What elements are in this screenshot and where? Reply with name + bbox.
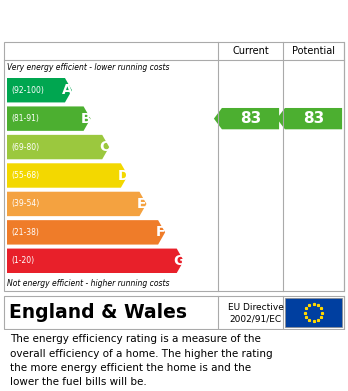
Text: Not energy efficient - higher running costs: Not energy efficient - higher running co… <box>7 278 169 287</box>
Text: The energy efficiency rating is a measure of the
overall efficiency of a home. T: The energy efficiency rating is a measur… <box>10 334 273 387</box>
Text: F: F <box>156 225 165 239</box>
Text: (81-91): (81-91) <box>11 114 39 123</box>
Polygon shape <box>7 192 147 216</box>
Polygon shape <box>7 78 72 102</box>
Polygon shape <box>7 249 184 273</box>
Polygon shape <box>7 220 165 245</box>
Polygon shape <box>7 163 128 188</box>
Polygon shape <box>214 108 279 129</box>
Text: A: A <box>62 83 73 97</box>
Bar <box>285 298 342 327</box>
Text: 83: 83 <box>240 111 261 126</box>
Text: 2002/91/EC: 2002/91/EC <box>229 315 282 324</box>
Text: (39-54): (39-54) <box>11 199 39 208</box>
Text: B: B <box>81 112 92 126</box>
Text: (1-20): (1-20) <box>11 256 34 265</box>
Text: England & Wales: England & Wales <box>9 303 187 322</box>
Text: Current: Current <box>232 46 269 56</box>
Text: EU Directive: EU Directive <box>228 303 283 312</box>
Text: Very energy efficient - lower running costs: Very energy efficient - lower running co… <box>7 63 169 72</box>
Text: D: D <box>118 169 129 183</box>
Text: (21-38): (21-38) <box>11 228 39 237</box>
Text: 83: 83 <box>303 111 324 126</box>
Text: (55-68): (55-68) <box>11 171 39 180</box>
Text: Energy Efficiency Rating: Energy Efficiency Rating <box>10 10 251 28</box>
Text: (92-100): (92-100) <box>11 86 44 95</box>
Polygon shape <box>7 135 109 159</box>
Text: Potential: Potential <box>292 46 335 56</box>
Text: C: C <box>100 140 110 154</box>
Text: G: G <box>174 254 185 268</box>
Polygon shape <box>7 106 90 131</box>
Polygon shape <box>277 108 342 129</box>
Text: E: E <box>137 197 147 211</box>
Text: (69-80): (69-80) <box>11 143 39 152</box>
